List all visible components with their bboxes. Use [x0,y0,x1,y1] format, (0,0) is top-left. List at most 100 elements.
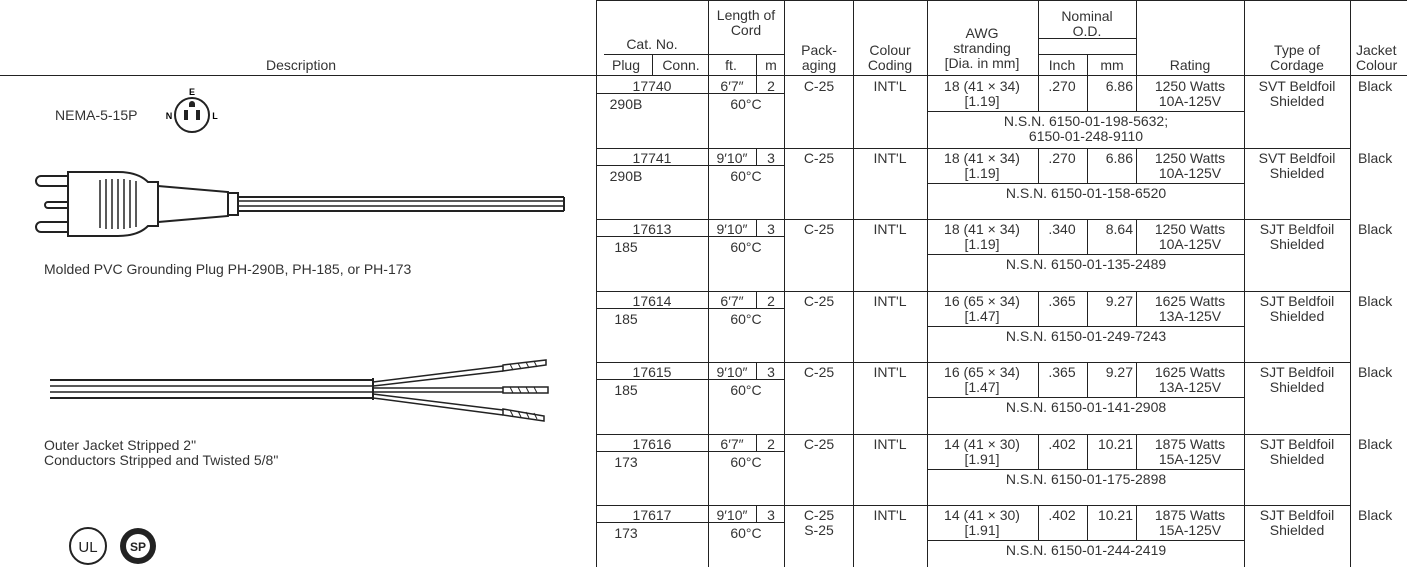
header-type-of-cordage: Type of Cordage [1270,42,1324,73]
temperature: 60°C [730,525,762,541]
od-mm: 9.27 [1105,364,1133,380]
length-m: 2 [767,293,775,309]
length-ft: 9′10″ [716,507,748,523]
cordage-type: SJT Beldfoil Shielded [1259,507,1335,538]
nsn-number: N.S.N. 6150-01-175-2898 [1005,471,1167,487]
header-mm: mm [1100,57,1124,73]
od-inch: .270 [1048,150,1076,166]
awg-stranding: 18 (41 × 34) [1.19] [944,221,1020,252]
od-inch: .365 [1048,293,1076,309]
length-ft: 6′7″ [720,436,744,452]
rating: 1625 Watts 13A-125V [1154,364,1226,395]
jacket-colour: Black [1358,78,1393,94]
od-mm: 9.27 [1105,293,1133,309]
colour-coding: INT'L [873,150,907,166]
stripped-cord-illustration [50,359,549,422]
plug-face-icon: N E L [166,87,218,133]
plug-face-letter-l: L [212,111,218,121]
header-colour-coding: Colour Coding [867,42,913,73]
cordage-type: SJT Beldfoil Shielded [1259,436,1335,467]
length-m: 3 [767,364,775,380]
plug-type: 185 [614,239,638,255]
header-nominal-od: Nominal O.D. [1061,8,1113,39]
cordage-type: SJT Beldfoil Shielded [1259,293,1335,324]
awg-stranding: 14 (41 × 30) [1.91] [944,436,1020,467]
header-cat-no: Cat. No. [626,36,678,52]
jacket-colour: Black [1358,364,1393,380]
nsn-number: N.S.N. 6150-01-244-2419 [1005,542,1167,558]
cat-no: 17614 [632,293,672,309]
cat-no: 17741 [632,150,672,166]
svg-text:UL: UL [78,539,97,556]
od-mm: 8.64 [1105,221,1133,237]
nsn-number: N.S.N. 6150-01-158-6520 [1005,185,1167,201]
temperature: 60°C [730,382,762,398]
awg-stranding: 16 (65 × 34) [1.47] [944,293,1020,324]
colour-coding: INT'L [873,78,907,94]
od-mm: 6.86 [1105,150,1133,166]
colour-coding: INT'L [873,436,907,452]
cat-no: 17613 [632,221,672,237]
header-m: m [765,57,777,73]
temperature: 60°C [730,311,762,327]
csa-certified-icon: SP [120,528,156,564]
plug-type: 290B [609,96,643,112]
header-awg-stranding: AWG stranding [Dia. in mm] [944,25,1020,71]
cat-no: 17617 [632,507,672,523]
plug-type: 185 [614,382,638,398]
header-ft: ft. [725,57,737,73]
od-mm: 10.21 [1097,507,1133,523]
temperature: 60°C [730,168,762,184]
od-inch: .402 [1048,507,1076,523]
nsn-number: N.S.N. 6150-01-198-5632; 6150-01-248-911… [1003,113,1169,144]
cordage-type: SJT Beldfoil Shielded [1259,364,1335,395]
colour-coding: INT'L [873,221,907,237]
plug-type: 290B [609,168,643,184]
packaging: C-25 [803,150,835,166]
packaging: C-25 S-25 [803,507,835,538]
rating: 1625 Watts 13A-125V [1154,293,1226,324]
cat-no: 17740 [632,78,672,94]
temperature: 60°C [730,96,762,112]
stripped-caption: Outer Jacket Stripped 2" Conductors Stri… [44,437,279,468]
length-ft: 9′10″ [716,150,748,166]
rating: 1875 Watts 15A-125V [1154,507,1226,538]
jacket-colour: Black [1358,150,1393,166]
nsn-number: N.S.N. 6150-01-135-2489 [1005,256,1167,272]
packaging: C-25 [803,364,835,380]
header-conn: Conn. [662,57,700,73]
rating: 1875 Watts 15A-125V [1154,436,1226,467]
nsn-number: N.S.N. 6150-01-249-7243 [1005,328,1167,344]
od-inch: .402 [1048,436,1076,452]
cordage-type: SVT Beldfoil Shielded [1258,78,1336,109]
awg-stranding: 18 (41 × 34) [1.19] [944,78,1020,109]
jacket-colour: Black [1358,507,1393,523]
plug-type: 173 [614,454,638,470]
od-mm: 6.86 [1105,78,1133,94]
packaging: C-25 [803,293,835,309]
length-m: 3 [767,221,775,237]
jacket-colour: Black [1358,293,1393,309]
length-m: 3 [767,507,775,523]
header-rating: Rating [1169,57,1211,73]
rating: 1250 Watts 10A-125V [1154,221,1226,252]
cordage-type: SJT Beldfoil Shielded [1259,221,1335,252]
colour-coding: INT'L [873,364,907,380]
rating: 1250 Watts 10A-125V [1154,150,1226,181]
temperature: 60°C [730,454,762,470]
length-m: 2 [767,78,775,94]
length-m: 3 [767,150,775,166]
od-inch: .340 [1048,221,1076,237]
cat-no: 17615 [632,364,672,380]
packaging: C-25 [803,78,835,94]
awg-stranding: 14 (41 × 30) [1.91] [944,507,1020,538]
plug-type: 173 [614,525,638,541]
length-ft: 6′7″ [720,293,744,309]
od-mm: 10.21 [1097,436,1133,452]
plug-face-letter-n: N [166,111,173,121]
length-ft: 9′10″ [716,221,748,237]
packaging: C-25 [803,436,835,452]
colour-coding: INT'L [873,507,907,523]
